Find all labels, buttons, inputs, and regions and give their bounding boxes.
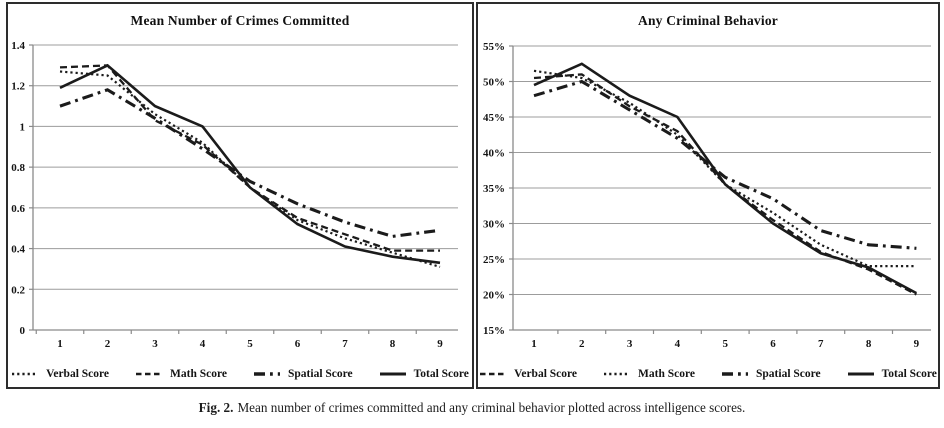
chart-legend: Verbal Score Math Score Spatial Score Total… xyxy=(478,368,938,380)
series-line-verbal-score xyxy=(533,73,917,296)
legend-item-total-score: Total Score xyxy=(847,368,937,380)
y-axis-labels: 55% 50% 45% 40% 35% 30% 25% 20% 15% xyxy=(483,41,505,337)
series-lines xyxy=(533,62,918,296)
x-tick-label: 7 xyxy=(342,338,348,350)
y-tick-label: 55% xyxy=(483,41,505,53)
y-tick-label: 1 xyxy=(20,121,26,133)
legend-label: Total Score xyxy=(413,368,469,380)
series-line-total-score xyxy=(59,63,441,265)
chart-plot-crimes-committed: 1.4 1.2 1 0.8 0.6 0.4 0.2 0 1 2 3 4 5 6 7 8 9 xyxy=(11,40,458,350)
y-tick-label: 25% xyxy=(483,254,505,266)
x-tick-label: 1 xyxy=(57,338,63,350)
y-tick-label: 30% xyxy=(483,219,505,231)
legend-label: Math Score xyxy=(170,368,227,380)
y-tick-label: 40% xyxy=(483,148,505,160)
axes xyxy=(512,46,931,334)
legend-line-sample xyxy=(722,372,748,376)
x-tick-label: 9 xyxy=(914,338,920,350)
y-tick-label: 35% xyxy=(483,183,505,195)
y-axis-labels: 1.4 1.2 1 0.8 0.6 0.4 0.2 0 xyxy=(11,40,25,337)
x-axis-labels: 1 2 3 4 5 6 7 8 9 xyxy=(531,338,919,350)
x-tick-label: 3 xyxy=(627,338,633,350)
y-tick-label: 1.4 xyxy=(11,40,25,52)
chart-panel-crimes-committed: 1.4 1.2 1 0.8 0.6 0.4 0.2 0 1 2 3 4 5 6 7 8 9 Mean Numbe… xyxy=(6,2,474,389)
x-tick-label: 6 xyxy=(770,338,776,350)
caption-text: Mean number of crimes committed and any … xyxy=(237,400,746,415)
x-tick-label: 4 xyxy=(675,338,681,350)
x-tick-label: 2 xyxy=(579,338,585,350)
chart-panel-criminal-behavior: 55% 50% 45% 40% 35% 30% 25% 20% 15% 1 2 3 4 5 6 7 8 9 Any… xyxy=(476,2,940,389)
series-line-spatial-score xyxy=(59,88,441,238)
x-tick-label: 3 xyxy=(152,338,158,350)
legend-item-verbal-score: Verbal Score xyxy=(479,368,577,380)
y-tick-label: 50% xyxy=(483,77,505,89)
legend-label: Total Score xyxy=(881,368,937,380)
x-tick-label: 8 xyxy=(866,338,872,350)
figure-caption: Fig. 2. Mean number of crimes committed a… xyxy=(0,400,944,416)
legend-line-sample xyxy=(480,372,507,376)
y-tick-label: 20% xyxy=(483,290,505,302)
x-tick-label: 6 xyxy=(295,338,301,350)
legend-line-sample xyxy=(379,372,406,376)
legend-item-math-score: Math Score xyxy=(603,368,695,380)
series-line-math-score xyxy=(59,64,440,252)
legend-line-sample xyxy=(847,372,874,376)
y-tick-label: 0.6 xyxy=(11,203,25,215)
series-line-verbal-score xyxy=(59,70,441,268)
y-tick-label: 0 xyxy=(20,325,26,337)
x-tick-label: 7 xyxy=(818,338,824,350)
y-tick-label: 0.2 xyxy=(11,284,25,296)
series-line-spatial-score xyxy=(533,79,917,250)
legend-line-sample xyxy=(136,372,163,376)
y-tick-label: 0.8 xyxy=(11,162,25,174)
legend-item-spatial-score: Spatial Score xyxy=(253,368,353,380)
legend-label: Verbal Score xyxy=(514,368,578,380)
legend-item-spatial-score: Spatial Score xyxy=(721,368,821,380)
y-tick-label: 1.2 xyxy=(11,81,25,93)
legend-label: Spatial Score xyxy=(288,368,353,380)
legend-item-total-score: Total Score xyxy=(379,368,469,380)
legend-line-sample xyxy=(604,372,631,376)
legend-line-sample xyxy=(254,372,280,376)
gridlines xyxy=(29,44,458,331)
series-line-total-score xyxy=(533,62,918,295)
x-tick-label: 5 xyxy=(722,338,728,350)
y-tick-label: 45% xyxy=(483,112,505,124)
legend-line-sample xyxy=(12,372,39,376)
legend-label: Spatial Score xyxy=(756,368,821,380)
x-axis-labels: 1 2 3 4 5 6 7 8 9 xyxy=(57,338,443,350)
x-tick-label: 4 xyxy=(200,338,206,350)
y-tick-label: 15% xyxy=(483,325,505,337)
x-tick-label: 1 xyxy=(531,338,537,350)
series-line-math-score xyxy=(533,69,917,268)
x-tick-label: 2 xyxy=(105,338,111,350)
caption-label: Fig. 2. xyxy=(198,400,234,415)
legend-label: Verbal Score xyxy=(46,368,110,380)
chart-plot-criminal-behavior: 55% 50% 45% 40% 35% 30% 25% 20% 15% 1 2 3 4 5 6 7 8 9 xyxy=(483,41,931,350)
gridlines xyxy=(509,45,931,331)
legend-item-verbal-score: Verbal Score xyxy=(11,368,109,380)
x-tick-label: 8 xyxy=(390,338,396,350)
x-tick-label: 5 xyxy=(247,338,253,350)
axes xyxy=(32,45,458,334)
y-tick-label: 0.4 xyxy=(11,244,25,256)
chart-legend: Verbal Score Math Score Spatial Score Total… xyxy=(8,368,472,380)
legend-item-math-score: Math Score xyxy=(135,368,227,380)
legend-label: Math Score xyxy=(638,368,695,380)
chart-title: Mean Number of Crimes Committed xyxy=(130,13,350,28)
x-tick-label: 9 xyxy=(437,338,443,350)
chart-title: Any Criminal Behavior xyxy=(638,13,778,28)
series-lines xyxy=(59,63,441,268)
